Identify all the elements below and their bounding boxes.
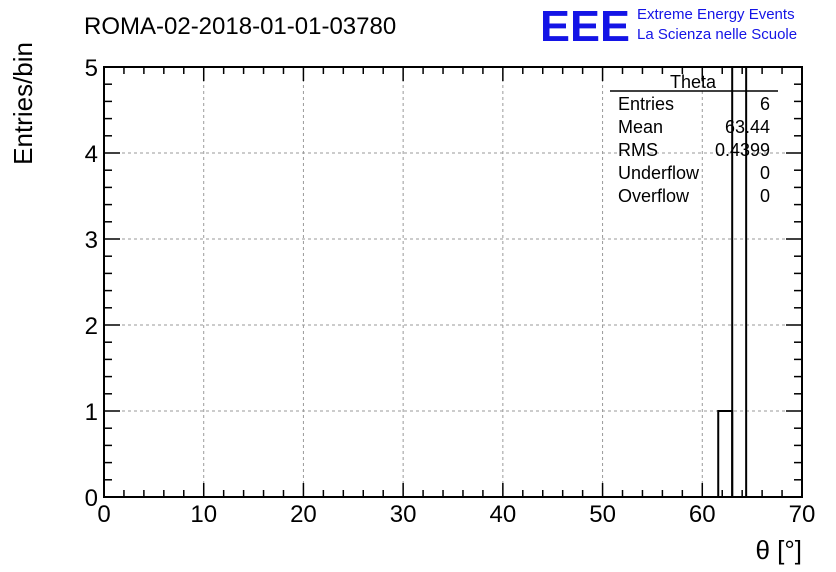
x-axis-label: θ [°]	[755, 535, 802, 565]
stats-box: Theta Entries 6 Mean 63.44 RMS 0.4399 Underflo…	[610, 72, 778, 206]
stats-row-value: 63.44	[725, 117, 770, 137]
grid-lines	[104, 66, 802, 497]
stats-row-value: 6	[760, 94, 770, 114]
x-tick-label: 30	[390, 501, 417, 528]
stats-row-label: RMS	[618, 140, 658, 160]
stats-row-value: 0	[760, 163, 770, 183]
stats-row-value: 0.4399	[715, 140, 770, 160]
y-tick-label: 2	[85, 313, 98, 340]
plot-title: ROMA-02-2018-01-01-03780	[84, 13, 396, 40]
stats-row-label: Overflow	[618, 186, 690, 206]
logo-line-1: Extreme Energy Events	[637, 6, 795, 23]
y-tick-label: 4	[85, 141, 98, 168]
x-tick-label: 60	[689, 501, 716, 528]
x-tick-label: 0	[97, 501, 110, 528]
stats-title: Theta	[670, 72, 717, 92]
x-tick-label: 10	[190, 501, 217, 528]
stats-row-value: 0	[760, 186, 770, 206]
y-axis-label: Entries/bin	[8, 42, 38, 165]
x-tick-label: 50	[589, 501, 616, 528]
x-tick-label: 70	[789, 501, 816, 528]
histogram-bin	[717, 410, 734, 498]
x-tick-label: 40	[490, 501, 517, 528]
logo-line-2: La Scienza nelle Scuole	[637, 26, 797, 43]
y-tick-label: 3	[85, 227, 98, 254]
stats-rows: Entries 6 Mean 63.44 RMS 0.4399 Underflow 0 Over…	[618, 94, 770, 206]
axes-frame	[103, 66, 803, 498]
logo-letters: EEE	[540, 2, 630, 51]
stats-row-label: Underflow	[618, 163, 700, 183]
plot-frame	[103, 66, 803, 498]
x-tick-label: 20	[290, 501, 317, 528]
y-tick-label: 0	[85, 485, 98, 512]
stats-row-label: Mean	[618, 117, 663, 137]
y-tick-label: 1	[85, 399, 98, 426]
stats-row-label: Entries	[618, 94, 674, 114]
y-tick-label: 5	[85, 55, 98, 82]
eee-logo: EEE Extreme Energy Events La Scienza nel…	[540, 2, 797, 51]
